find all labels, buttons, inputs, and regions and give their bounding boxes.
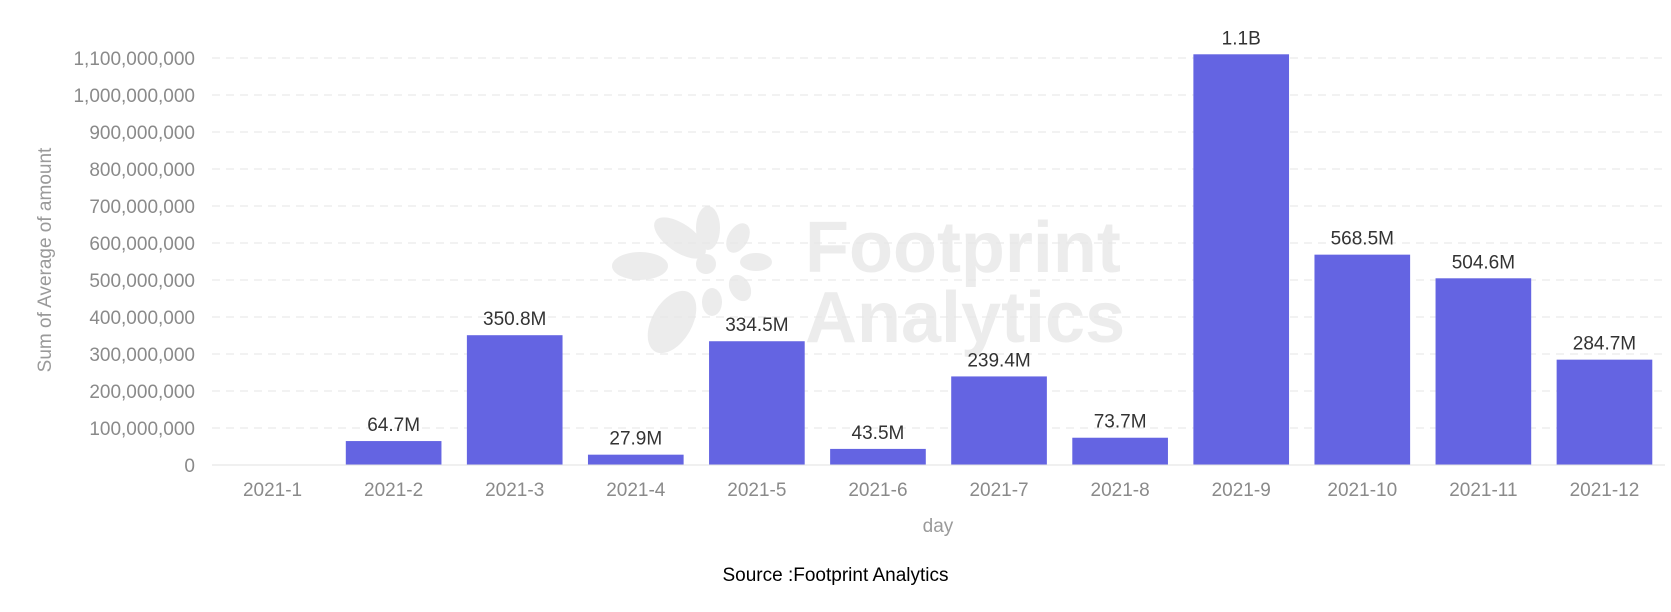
x-tick-label: 2021-4 <box>606 480 666 501</box>
data-label: 64.7M <box>367 415 420 436</box>
x-tick-label: 2021-12 <box>1570 480 1640 501</box>
y-tick-label: 1,000,000,000 <box>73 86 195 107</box>
data-label: 73.7M <box>1094 412 1147 433</box>
bar[interactable] <box>951 376 1047 465</box>
footprint-watermark: Footprint Analytics <box>612 206 1125 358</box>
watermark-line2: Analytics <box>805 278 1125 358</box>
x-axis-label: day <box>923 516 954 537</box>
y-tick-label: 100,000,000 <box>89 419 195 440</box>
x-axis-ticks: 2021-1 2021-2 2021-3 2021-4 2021-5 2021-6 2021… <box>243 480 1639 501</box>
watermark-line1: Footprint <box>805 208 1121 288</box>
y-tick-label: 1,100,000,000 <box>73 49 195 70</box>
bar[interactable] <box>709 341 805 465</box>
data-labels: 64.7M 350.8M 27.9M 334.5M 43.5M 239.4M 73.7M 1.… <box>367 28 1636 449</box>
x-tick-label: 2021-1 <box>243 480 302 501</box>
data-label: 27.9M <box>609 429 662 450</box>
watermark-logo-icon <box>612 206 772 354</box>
bar[interactable] <box>1435 278 1532 465</box>
data-label: 1.1B <box>1222 28 1261 49</box>
x-tick-label: 2021-9 <box>1212 480 1271 501</box>
data-label: 350.8M <box>483 309 546 330</box>
data-label: 239.4M <box>967 350 1030 371</box>
bar[interactable] <box>830 448 926 465</box>
x-tick-label: 2021-11 <box>1449 480 1517 501</box>
y-tick-label: 500,000,000 <box>89 271 195 292</box>
data-label: 43.5M <box>852 423 905 444</box>
x-tick-label: 2021-5 <box>727 480 786 501</box>
bar[interactable] <box>1556 359 1653 465</box>
x-tick-label: 2021-2 <box>364 480 423 501</box>
y-tick-label: 200,000,000 <box>89 382 195 403</box>
bar[interactable] <box>1072 437 1168 465</box>
data-label: 504.6M <box>1452 252 1515 273</box>
bar-chart: Footprint Analytics 0 100,000,000 200,000,… <box>35 28 1665 537</box>
x-tick-label: 2021-3 <box>485 480 544 501</box>
y-tick-label: 900,000,000 <box>89 123 195 144</box>
x-tick-label: 2021-8 <box>1091 480 1150 501</box>
data-label: 334.5M <box>725 315 788 336</box>
x-tick-label: 2021-10 <box>1327 480 1397 501</box>
source-note: Source :Footprint Analytics <box>722 565 949 586</box>
y-axis-label: Sum of Average of amount <box>35 147 56 372</box>
data-label: 568.5M <box>1331 229 1394 250</box>
y-tick-label: 0 <box>184 456 195 477</box>
bar[interactable] <box>345 441 442 465</box>
y-tick-label: 700,000,000 <box>89 197 195 218</box>
x-tick-label: 2021-6 <box>848 480 907 501</box>
y-tick-label: 300,000,000 <box>89 345 195 366</box>
bar[interactable] <box>466 335 563 465</box>
bar[interactable] <box>587 454 684 465</box>
bar[interactable] <box>1314 254 1411 465</box>
y-axis-ticks: 0 100,000,000 200,000,000 300,000,000 400,00… <box>73 49 195 477</box>
data-label: 284.7M <box>1573 334 1636 355</box>
y-tick-label: 600,000,000 <box>89 234 195 255</box>
x-tick-label: 2021-7 <box>969 480 1028 501</box>
bars <box>345 54 1653 466</box>
gridlines <box>212 57 1665 429</box>
bar[interactable] <box>1193 54 1290 466</box>
y-tick-label: 800,000,000 <box>89 160 195 181</box>
y-tick-label: 400,000,000 <box>89 308 195 329</box>
